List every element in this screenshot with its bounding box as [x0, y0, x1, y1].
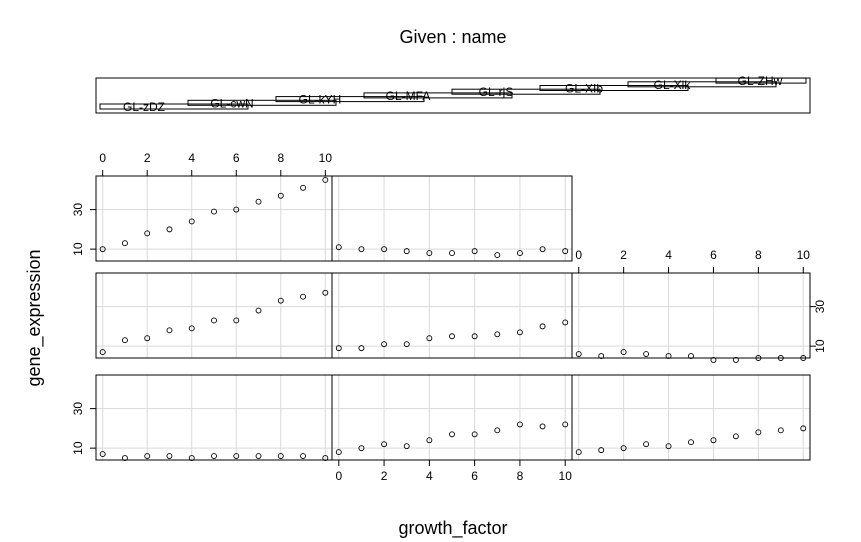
given-level-label: GL-Xik	[654, 78, 692, 92]
y-tick-label: 10	[813, 339, 827, 353]
x-tick-label: 6	[471, 469, 478, 483]
x-tick-label: 6	[710, 248, 717, 262]
panel-frame	[332, 176, 572, 261]
panel	[332, 273, 572, 358]
data-point	[450, 334, 455, 339]
x-tick-label: 4	[188, 151, 195, 165]
data-point	[212, 318, 217, 323]
data-point	[167, 328, 172, 333]
x-tick-label: 6	[233, 151, 240, 165]
data-point	[450, 251, 455, 256]
data-point	[122, 338, 127, 343]
data-point	[495, 332, 500, 337]
panel-frame	[96, 176, 332, 261]
data-point	[778, 428, 783, 433]
data-point	[540, 324, 545, 329]
panel-frame	[572, 375, 810, 460]
x-tick-label: 0	[335, 469, 342, 483]
given-level-label: GL-zDZ	[123, 100, 165, 114]
x-tick-label: 2	[620, 248, 627, 262]
y-axis-label: gene_expression	[24, 249, 45, 386]
data-point	[644, 442, 649, 447]
y-tick-label: 30	[71, 402, 85, 416]
panel: 0 2 4 6 8 10	[332, 375, 572, 483]
x-tick-label: 0	[99, 151, 106, 165]
y-tick-label: 30	[71, 203, 85, 217]
panel	[96, 273, 332, 358]
data-point	[212, 454, 217, 459]
data-point	[733, 434, 738, 439]
data-point	[301, 454, 306, 459]
given-level-label: GL-rjS	[479, 85, 514, 99]
panel-frame	[572, 273, 810, 358]
x-tick-label: 8	[755, 248, 762, 262]
data-point	[256, 308, 261, 313]
data-point	[301, 294, 306, 299]
chart-title: Given : name	[399, 27, 506, 47]
given-level-label: GL-MFA	[386, 89, 431, 103]
panel: 0 2 4 6 8 10 10 30	[71, 151, 332, 261]
panel-frame	[332, 375, 572, 460]
data-point	[450, 432, 455, 437]
given-level-label: GL-cwN	[210, 96, 253, 110]
panel-frame	[96, 273, 332, 358]
x-axis-label: growth_factor	[398, 518, 507, 539]
given-level-label: GL-ZHw	[738, 74, 783, 88]
x-tick-label: 10	[319, 151, 333, 165]
y-tick-label: 10	[71, 441, 85, 455]
x-tick-label: 4	[665, 248, 672, 262]
panel	[572, 375, 810, 460]
data-point	[256, 199, 261, 204]
given-level-label: GL-XIb	[565, 82, 603, 96]
panel	[332, 176, 572, 261]
x-tick-label: 8	[517, 469, 524, 483]
given-panel: GL-zDZ GL-cwN GL-kYH GL-MFA GL-rjS GL-XIb GL-X…	[96, 74, 810, 114]
y-tick-label: 30	[813, 300, 827, 314]
data-point	[167, 227, 172, 232]
data-point	[540, 424, 545, 429]
data-point	[495, 253, 500, 258]
y-tick-label: 10	[71, 242, 85, 256]
x-tick-label: 0	[575, 248, 582, 262]
x-tick-label: 2	[144, 151, 151, 165]
panel-frame	[96, 375, 332, 460]
data-point	[167, 454, 172, 459]
data-point	[495, 428, 500, 433]
panel: 0 2 4 6 8 10 10 30	[572, 248, 827, 362]
given-panel-frame	[96, 78, 810, 113]
data-point	[256, 454, 261, 459]
data-point	[301, 185, 306, 190]
x-tick-label: 10	[797, 248, 811, 262]
data-point	[644, 352, 649, 357]
x-tick-label: 8	[277, 151, 284, 165]
x-tick-label: 10	[559, 469, 573, 483]
given-level-label: GL-kYH	[299, 93, 342, 107]
x-tick-label: 2	[381, 469, 388, 483]
data-point	[122, 241, 127, 246]
x-tick-label: 4	[426, 469, 433, 483]
panel: 10 30	[71, 375, 332, 461]
panel-frame	[332, 273, 572, 358]
data-point	[689, 440, 694, 445]
